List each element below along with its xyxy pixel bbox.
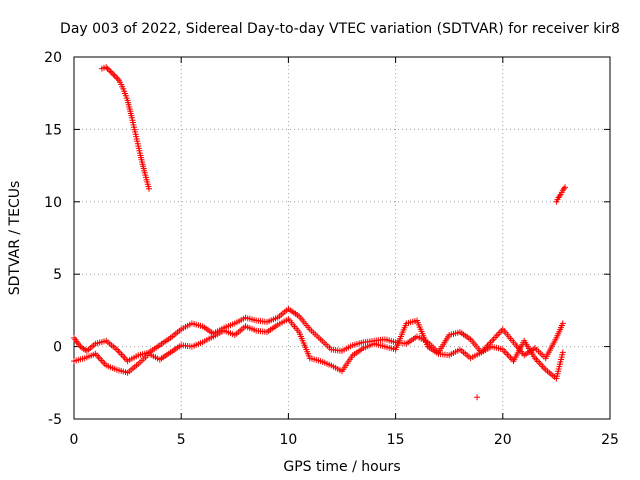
x-tick-label: 20 — [494, 432, 512, 448]
y-tick-label: 0 — [53, 340, 62, 356]
x-tick-label: 0 — [70, 432, 79, 448]
initial-arc-point — [111, 72, 118, 79]
end-arc-point — [556, 193, 563, 199]
x-axis-label: GPS time / hours — [283, 459, 400, 475]
chart-title: Day 003 of 2022, Sidereal Day-to-day VTE… — [60, 21, 620, 37]
end-arc-point — [562, 184, 568, 191]
y-tick-label: 15 — [44, 122, 62, 138]
y-tick-label: 5 — [53, 267, 62, 283]
initial-arc-point — [108, 69, 115, 76]
initial-arc-point — [113, 74, 120, 81]
y-tick-label: -5 — [48, 412, 62, 428]
initial-arc-point — [104, 65, 111, 72]
axis-ticks: 0 5 10 15 20 25 -5 0 5 10 15 20 — [44, 50, 619, 448]
main-band-b-point — [559, 349, 566, 356]
main-band-a-point — [559, 320, 566, 327]
x-tick-label: 15 — [387, 432, 405, 448]
y-tick-label: 10 — [44, 195, 62, 211]
x-tick-label: 5 — [177, 432, 186, 448]
grid-lines — [74, 57, 610, 419]
plot-frame — [73, 56, 611, 420]
initial-arc-point — [110, 71, 117, 78]
data-points — [71, 64, 568, 401]
initial-arc-point — [146, 185, 152, 192]
y-tick-label: 20 — [44, 50, 62, 66]
initial-arc-point — [107, 68, 114, 75]
x-tick-label: 10 — [279, 432, 297, 448]
x-tick-label: 25 — [601, 432, 619, 448]
outlier-point — [474, 394, 481, 401]
y-axis-label: SDTVAR / TECUs — [7, 181, 23, 296]
